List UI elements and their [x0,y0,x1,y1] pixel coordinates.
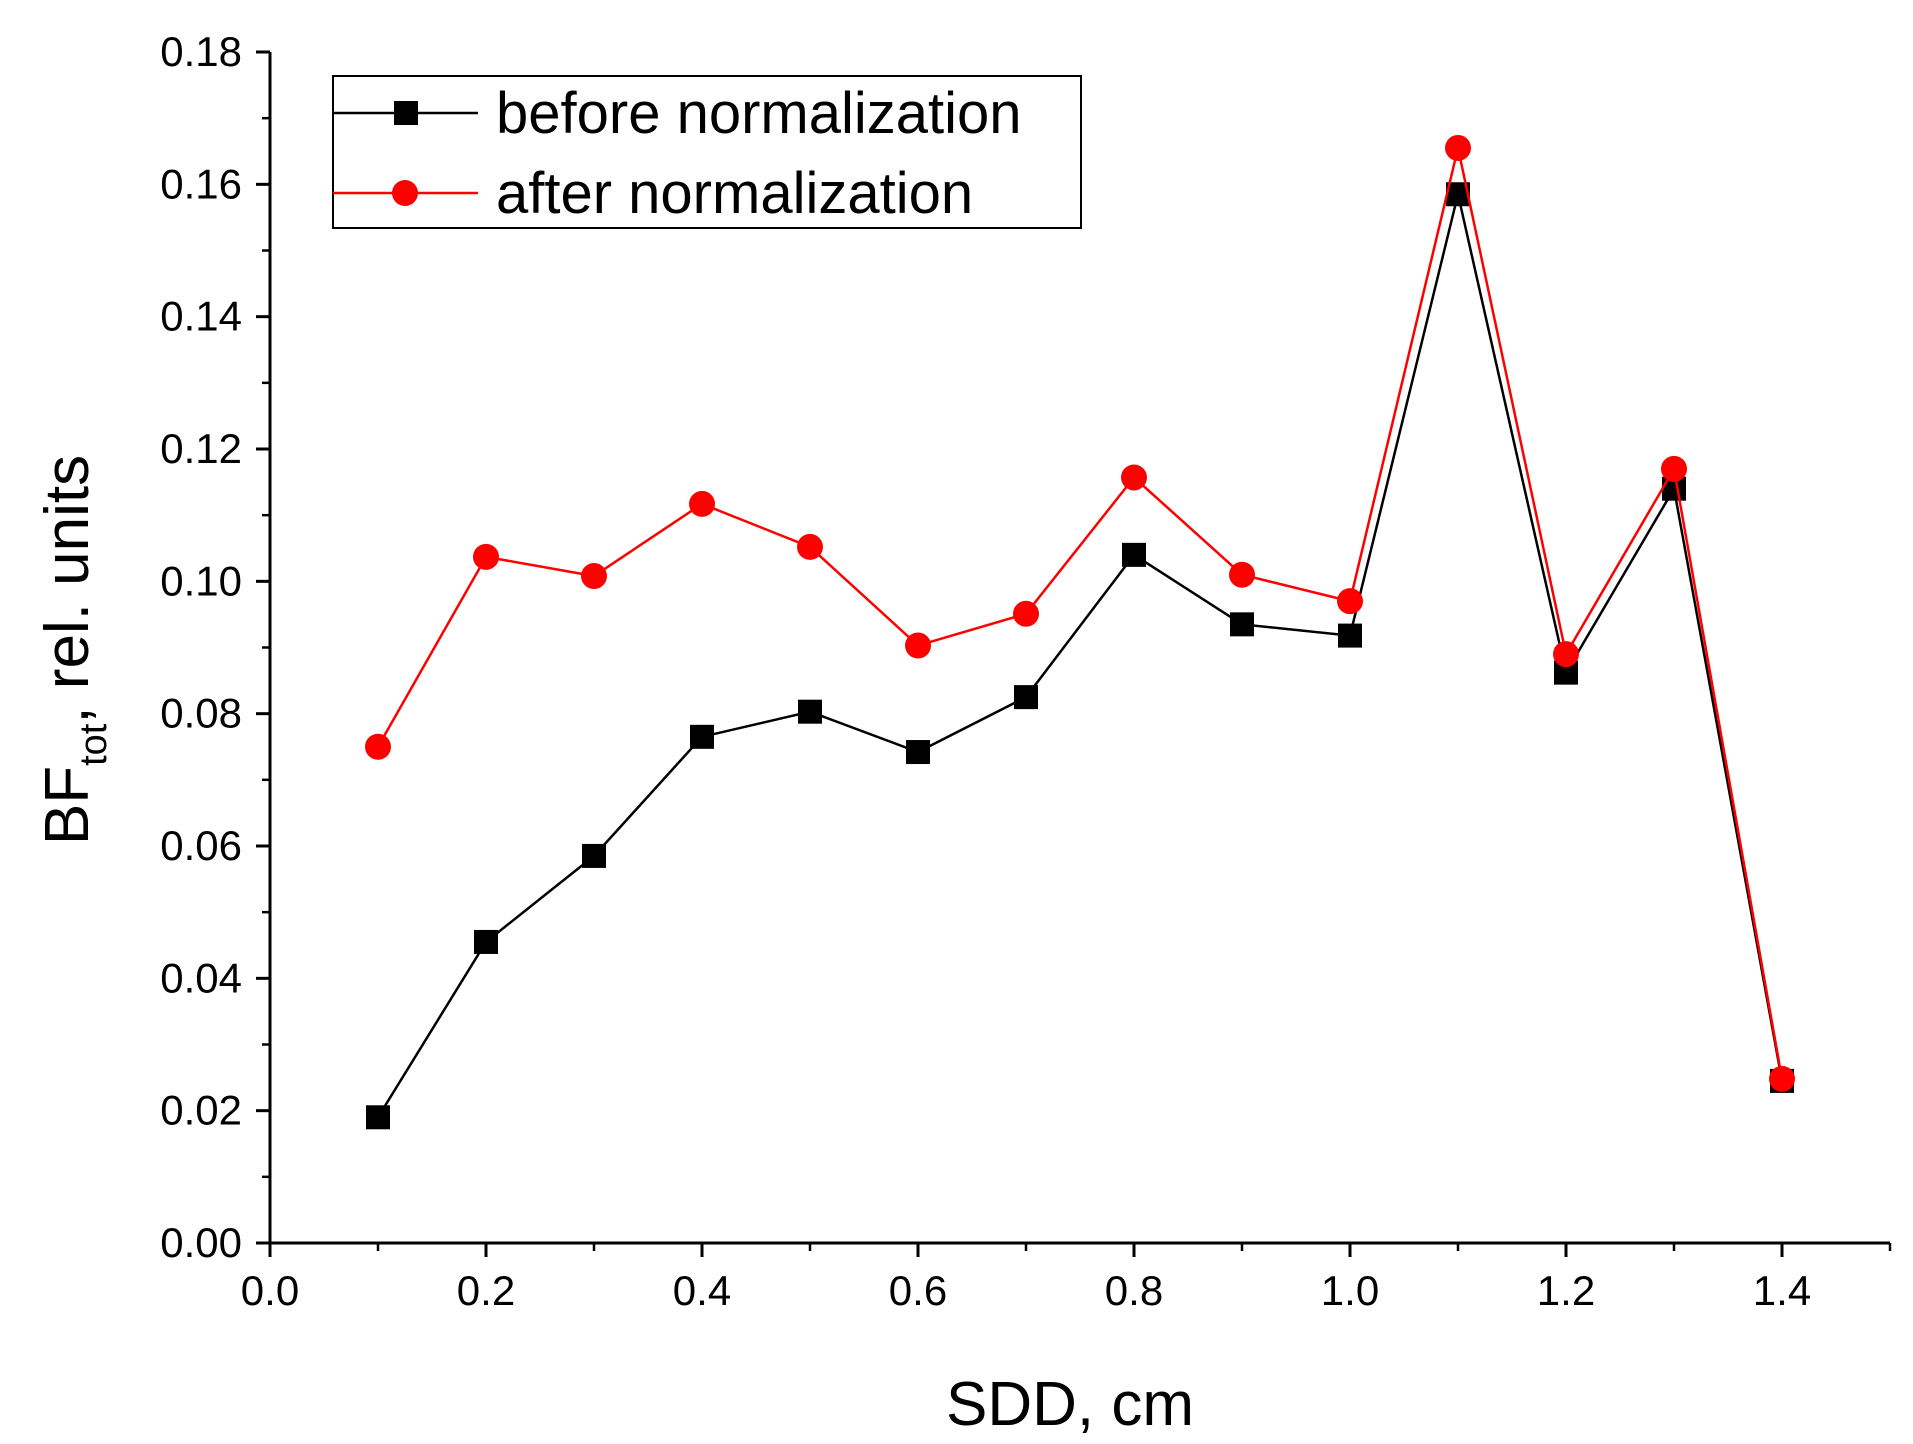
axes: 0.00 0.02 0.04 0.06 0.08 0.10 0.12 0.14 0.16 0.18… [160,28,1892,1314]
data-point-circle [1445,134,1471,161]
data-point-square [1230,612,1254,637]
legend-box [332,75,1082,229]
x-tick-label: 1.4 [1753,1267,1811,1314]
data-point-circle [1013,600,1039,627]
y-tick-label: 0.06 [160,822,242,869]
y-tick-label: 0.08 [160,690,242,737]
series-after [365,134,1795,1092]
data-point-circle [905,632,931,659]
y-tick-label: 0.18 [160,28,242,75]
legend: before normalization after normalization [332,75,1082,229]
legend-marker-circle [392,180,418,206]
x-tick-label: 0.0 [241,1267,299,1314]
data-point-square [366,1105,390,1130]
data-point-circle [473,543,499,570]
y-tick-label: 0.10 [160,557,242,604]
y-tick-label: 0.16 [160,160,242,207]
y-axis-title-base: BF [33,766,102,845]
y-axis-title-rest: , rel. units [33,455,102,724]
data-point-square [474,929,498,954]
x-axis-title: SDD, cm [946,1370,1194,1439]
data-point-circle [1553,641,1579,668]
series-layer [365,134,1795,1130]
data-point-square [1338,623,1362,648]
data-point-square [906,740,930,765]
data-point-circle [1121,464,1147,491]
series-line [376,147,1784,1080]
legend-marker-square [394,101,418,125]
y-axis-title: BFtot, rel. units [33,455,115,845]
y-tick-label: 0.04 [160,954,242,1001]
legend-label: after normalization [496,161,973,226]
y-tick-label: 0.12 [160,425,242,472]
legend-label: before normalization [496,81,1022,146]
data-point-circle [1661,455,1687,482]
data-point-square [690,724,714,749]
data-point-circle [1769,1065,1795,1092]
x-tick-label: 0.8 [1105,1267,1163,1314]
series-line [376,193,1784,1118]
x-tick-label: 1.2 [1537,1267,1595,1314]
y-tick-label: 0.02 [160,1087,242,1134]
y-tick-label: 0.14 [160,293,242,340]
series-before [366,182,1794,1130]
y-tick-label: 0.00 [160,1219,242,1266]
data-point-circle [581,563,607,590]
data-point-square [798,699,822,724]
x-tick-label: 0.4 [673,1267,731,1314]
x-tick-label: 0.2 [457,1267,515,1314]
y-axis-title-subscript: tot [73,723,115,766]
data-point-circle [797,533,823,560]
data-point-square [1014,685,1038,710]
data-point-square [1122,542,1146,567]
data-point-circle [689,490,715,517]
data-point-circle [1229,561,1255,588]
axis-titles: SDD, cm BFtot, rel. units [33,455,1194,1439]
data-point-circle [1337,588,1363,615]
data-point-circle [365,733,391,760]
data-point-square [582,843,606,868]
x-tick-label: 0.6 [889,1267,947,1314]
x-tick-label: 1.0 [1321,1267,1379,1314]
